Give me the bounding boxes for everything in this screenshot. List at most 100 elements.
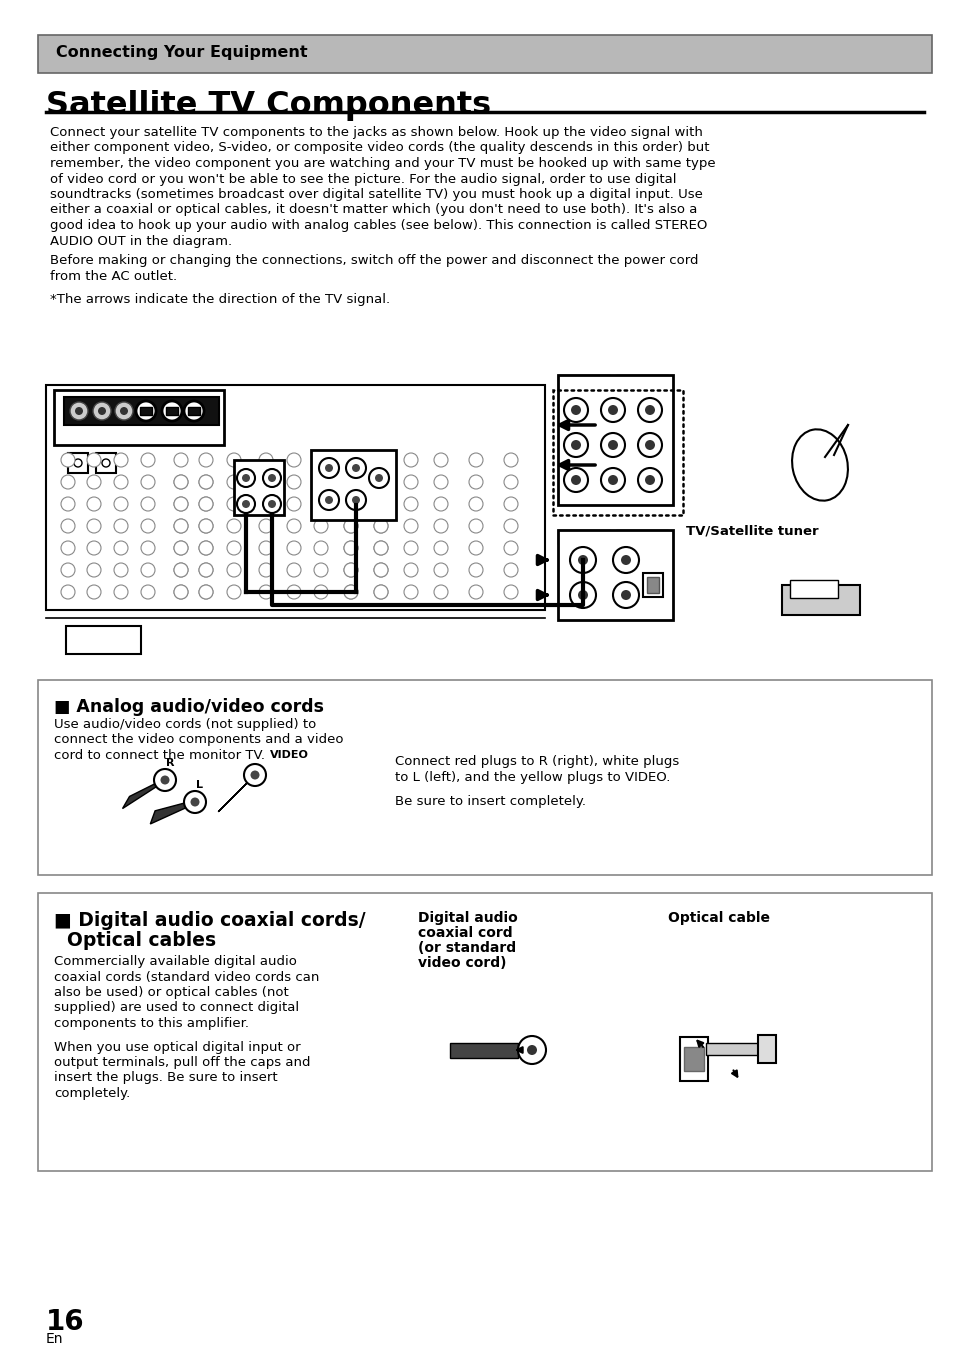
Circle shape — [258, 497, 273, 511]
Circle shape — [160, 775, 170, 785]
Circle shape — [268, 474, 275, 483]
Bar — [642, 573, 662, 597]
Circle shape — [242, 500, 250, 508]
Circle shape — [184, 400, 204, 421]
Circle shape — [503, 541, 517, 555]
Circle shape — [87, 519, 101, 532]
Circle shape — [173, 453, 188, 466]
Circle shape — [173, 519, 188, 532]
Text: also be used) or optical cables (not: also be used) or optical cables (not — [54, 985, 289, 999]
Circle shape — [375, 474, 382, 483]
Circle shape — [344, 541, 357, 555]
Circle shape — [638, 398, 661, 422]
Circle shape — [199, 519, 213, 532]
Circle shape — [374, 541, 388, 555]
Circle shape — [325, 464, 333, 472]
Circle shape — [263, 495, 281, 514]
Bar — [558, 375, 672, 506]
Circle shape — [136, 400, 156, 421]
Text: connect the video components and a video: connect the video components and a video — [54, 733, 343, 747]
Circle shape — [191, 798, 199, 806]
Text: ■ Digital audio coaxial cords/: ■ Digital audio coaxial cords/ — [54, 911, 365, 930]
Circle shape — [344, 497, 357, 511]
Bar — [558, 530, 609, 545]
Circle shape — [344, 519, 357, 532]
Circle shape — [503, 497, 517, 511]
Text: soundtracks (sometimes broadcast over digital satellite TV) you must hook up a d: soundtracks (sometimes broadcast over di… — [50, 187, 702, 201]
Circle shape — [314, 474, 328, 489]
Text: En: En — [46, 1332, 64, 1347]
Text: cord to connect the monitor TV.: cord to connect the monitor TV. — [54, 749, 265, 762]
Circle shape — [374, 497, 388, 511]
Circle shape — [199, 541, 213, 555]
Circle shape — [184, 791, 206, 813]
Circle shape — [115, 402, 132, 421]
Circle shape — [113, 585, 128, 599]
Circle shape — [344, 585, 357, 599]
Text: Connecting Your Equipment: Connecting Your Equipment — [56, 44, 307, 61]
Circle shape — [287, 541, 301, 555]
Circle shape — [141, 563, 154, 577]
Circle shape — [173, 585, 188, 599]
Circle shape — [434, 563, 448, 577]
Circle shape — [75, 407, 83, 415]
Circle shape — [113, 563, 128, 577]
Circle shape — [563, 468, 587, 492]
Circle shape — [61, 453, 75, 466]
Circle shape — [61, 474, 75, 489]
Circle shape — [344, 453, 357, 466]
Circle shape — [153, 768, 175, 791]
Circle shape — [173, 563, 188, 577]
Circle shape — [199, 474, 213, 489]
Circle shape — [344, 474, 357, 489]
Circle shape — [434, 585, 448, 599]
Circle shape — [287, 474, 301, 489]
Bar — [38, 35, 931, 73]
Circle shape — [227, 497, 241, 511]
Circle shape — [344, 585, 357, 599]
Circle shape — [141, 453, 154, 466]
Circle shape — [141, 519, 154, 532]
Circle shape — [236, 469, 254, 487]
Circle shape — [227, 453, 241, 466]
Circle shape — [61, 541, 75, 555]
Circle shape — [61, 563, 75, 577]
Circle shape — [244, 764, 266, 786]
Text: completely.: completely. — [54, 1086, 131, 1100]
Bar — [166, 445, 226, 605]
Circle shape — [563, 398, 587, 422]
Circle shape — [644, 474, 655, 485]
Circle shape — [263, 469, 281, 487]
Circle shape — [227, 474, 241, 489]
Circle shape — [620, 590, 630, 600]
Circle shape — [113, 519, 128, 532]
Circle shape — [434, 497, 448, 511]
Text: When you use optical digital input or: When you use optical digital input or — [54, 1041, 300, 1054]
Circle shape — [578, 590, 587, 600]
Text: (or standard: (or standard — [417, 941, 516, 954]
Circle shape — [258, 474, 273, 489]
Text: good idea to hook up your audio with analog cables (see below). This connection : good idea to hook up your audio with ana… — [50, 218, 706, 232]
Circle shape — [352, 464, 359, 472]
Circle shape — [236, 495, 254, 514]
Circle shape — [517, 1037, 545, 1064]
Circle shape — [469, 474, 482, 489]
Circle shape — [613, 582, 639, 608]
Circle shape — [314, 541, 328, 555]
Circle shape — [173, 519, 188, 532]
Circle shape — [242, 474, 250, 483]
Polygon shape — [122, 778, 166, 809]
Circle shape — [503, 585, 517, 599]
Circle shape — [287, 497, 301, 511]
Circle shape — [199, 563, 213, 577]
Circle shape — [162, 400, 182, 421]
Bar — [140, 407, 152, 415]
Circle shape — [314, 585, 328, 599]
Bar — [233, 460, 284, 515]
Circle shape — [638, 468, 661, 492]
Circle shape — [87, 474, 101, 489]
Circle shape — [199, 541, 213, 555]
Text: *The arrows indicate the direction of the TV signal.: *The arrows indicate the direction of th… — [50, 293, 390, 306]
Circle shape — [70, 402, 88, 421]
Circle shape — [141, 474, 154, 489]
